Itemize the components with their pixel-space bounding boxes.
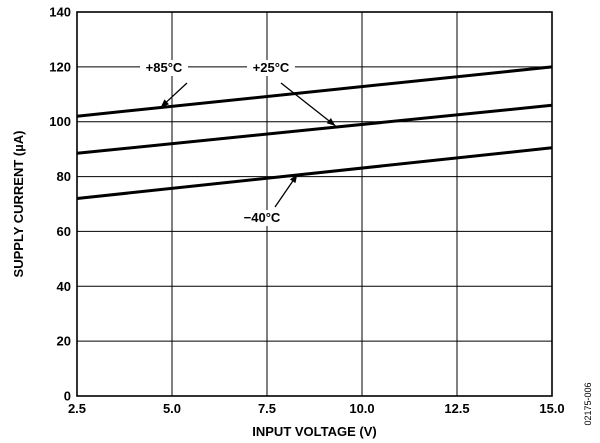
annotations: +85°C +25°C −40°C [140,60,336,226]
x-axis-label: INPUT VOLTAGE (V) [252,424,376,439]
annotation-leader [280,82,336,127]
x-tick-label: 12.5 [444,401,469,416]
y-tick-label: 20 [57,334,71,349]
y-tick-label: 0 [64,389,71,404]
annotation-label: −40°C [244,210,281,225]
plot-frame [76,11,553,397]
y-tick-label: 60 [57,224,71,239]
annotation-label-bg [238,210,286,226]
series-lines [76,65,553,201]
figure-id: 02175-006 [583,382,593,425]
x-tick-label: 15.0 [539,401,564,416]
annotation-arrowhead [160,99,170,108]
y-tick-labels: 0 20 40 60 80 100 120 140 [49,5,71,404]
annotation-label-bg [140,60,188,76]
x-tick-label: 2.5 [68,401,86,416]
annotation-label: +85°C [146,60,183,75]
series-line-2 [76,146,553,201]
y-tick-label: 140 [49,5,71,20]
y-tick-label: 40 [57,279,71,294]
annotation-label-bg [247,60,295,76]
x-tick-label: 7.5 [258,401,276,416]
annotation-label: +25°C [253,60,290,75]
series-line-1 [76,103,553,155]
y-tick-label: 100 [49,114,71,129]
y-axis-label: SUPPLY CURRENT (µA) [11,131,26,278]
x-tick-label: 5.0 [163,401,181,416]
annotation-arrowhead [326,118,336,126]
x-tick-labels: 2.5 5.0 7.5 10.0 12.5 15.0 [68,401,565,416]
y-tick-label: 120 [49,59,71,74]
y-tick-label: 80 [57,169,71,184]
annotation-arrowhead [289,174,298,184]
series-line-0 [76,65,553,118]
x-tick-label: 10.0 [349,401,374,416]
